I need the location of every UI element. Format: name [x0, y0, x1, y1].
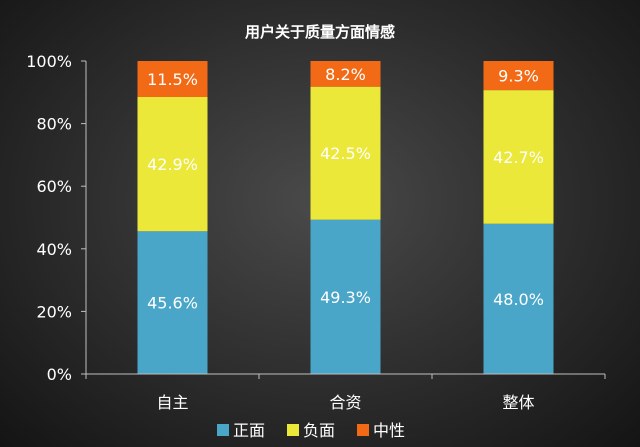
category-label: 自主 — [156, 393, 188, 412]
category-label: 合资 — [329, 393, 361, 412]
y-tick-label: 80% — [36, 115, 72, 134]
y-tick-label: 60% — [36, 177, 72, 196]
data-label: 8.2% — [325, 65, 366, 84]
data-label: 45.6% — [147, 294, 198, 313]
bar-segment — [310, 86, 381, 220]
legend-label: 中性 — [373, 421, 405, 440]
data-label: 11.5% — [147, 70, 198, 89]
data-label: 42.5% — [320, 144, 371, 163]
bar-segment — [310, 61, 381, 87]
data-label: 49.3% — [320, 288, 371, 307]
y-tick-label: 40% — [36, 240, 72, 259]
bars: 45.6% 42.9% 11.5% 49.3% 42.5% 8.2% 48.0% 42.7% 9… — [137, 61, 554, 374]
legend: 正面 负面 中性 — [217, 421, 405, 440]
data-label: 42.9% — [147, 155, 198, 174]
x-axis: 自主 合资 整体 — [85, 373, 606, 412]
y-axis: 0% 20% 40% 60% 80% 100% — [26, 52, 87, 384]
legend-label: 正面 — [233, 421, 265, 440]
data-label: 9.3% — [498, 67, 539, 86]
bar-segment — [137, 231, 208, 374]
category-label: 整体 — [502, 393, 534, 412]
bar-segment — [483, 223, 554, 374]
y-tick-label: 0% — [47, 365, 72, 384]
data-label: 48.0% — [493, 290, 544, 309]
data-label: 42.7% — [493, 148, 544, 167]
legend-swatch — [287, 424, 299, 436]
chart-title: 用户关于质量方面情感 — [245, 23, 395, 41]
legend-swatch — [217, 424, 229, 436]
legend-swatch — [357, 424, 369, 436]
y-tick-label: 100% — [26, 52, 72, 71]
y-tick-label: 20% — [36, 302, 72, 321]
legend-label: 负面 — [303, 421, 335, 440]
bar-segment — [483, 90, 554, 224]
bar-segment — [137, 61, 208, 97]
bar-segment — [137, 96, 208, 232]
bar-segment — [310, 219, 381, 374]
bar-segment — [483, 61, 554, 91]
